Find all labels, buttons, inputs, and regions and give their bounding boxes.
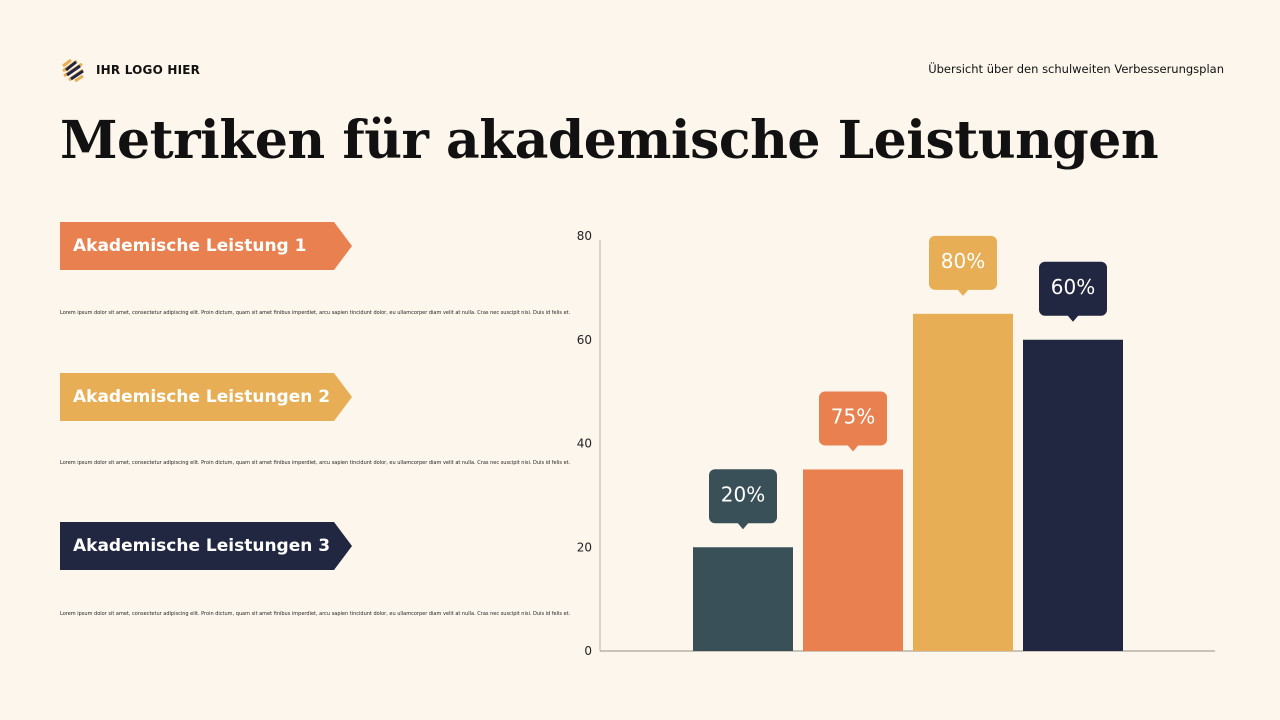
bar [803,469,903,651]
data-label-pointer [737,522,749,530]
header-subtitle: Übersicht über den schulweiten Verbesser… [928,62,1224,76]
bar [693,547,793,651]
bar [1023,339,1123,651]
y-tick-label: 60 [577,333,592,347]
section-text-2: Lorem ipsum dolor sit amet, consectetur … [60,460,571,466]
y-tick-label: 20 [577,540,592,554]
section-text-3: Lorem ipsum dolor sit amet, consectetur … [60,611,571,617]
section-tag-3: Akademische Leistungen 3 [60,522,352,570]
data-label-bubble [929,235,997,290]
data-label-pointer [1067,314,1079,322]
logo: IHR LOGO HIER [60,57,200,83]
data-label-bubble [1039,261,1107,316]
bar [913,313,1013,651]
data-label-pointer [847,444,859,452]
logo-icon [62,58,84,83]
data-label: 20% [721,482,765,506]
data-label: 75% [831,404,875,428]
data-label: 80% [941,249,985,273]
y-tick-label: 40 [577,437,592,451]
data-label-bubble [819,391,887,446]
page-title: Metriken für akademische Leistungen [60,110,1159,171]
data-label-pointer [957,288,969,296]
section-tag-2: Akademische Leistungen 2 [60,373,352,421]
section-tag-1: Akademische Leistung 1 [60,222,352,270]
y-tick-label: 0 [584,644,592,658]
section-text-1: Lorem ipsum dolor sit amet, consectetur … [60,310,571,316]
y-tick-label: 80 [577,229,592,243]
data-label: 60% [1051,275,1095,299]
data-label-bubble [709,469,777,524]
logo-text: IHR LOGO HIER [96,63,201,77]
